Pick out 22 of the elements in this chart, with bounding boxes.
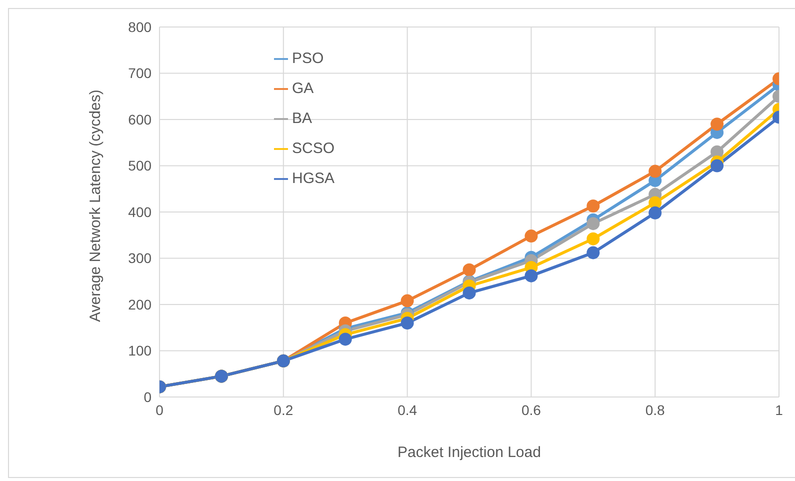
- y-tick-label: 500: [128, 158, 152, 174]
- x-tick-label: 0.6: [521, 402, 542, 418]
- y-tick-label: 200: [128, 296, 152, 312]
- x-tick-label: 1: [775, 402, 784, 418]
- y-tick-label: 600: [128, 111, 152, 128]
- y-tick-label: 300: [128, 250, 152, 266]
- y-tick-label: 100: [128, 342, 152, 359]
- legend-label: GA: [292, 80, 314, 97]
- x-tick-label: 0.8: [645, 402, 666, 418]
- y-axis-title: Average Network Latency (cycdes): [86, 90, 104, 322]
- legend-label: SCSO: [292, 140, 335, 157]
- y-tick-label: 800: [128, 18, 152, 35]
- x-tick-label: 0.2: [274, 402, 294, 418]
- y-tick-label: 0: [144, 388, 152, 405]
- x-tick-label: 0.4: [398, 402, 418, 418]
- legend-label: HGSA: [292, 170, 335, 187]
- x-axis-title: Packet Injection Load: [398, 444, 541, 461]
- legend-label: PSO: [292, 50, 324, 67]
- x-tick-label: 0: [156, 402, 164, 418]
- y-tick-label: 700: [128, 65, 152, 82]
- legend-label: BA: [292, 110, 312, 127]
- y-tick-label: 400: [128, 204, 152, 220]
